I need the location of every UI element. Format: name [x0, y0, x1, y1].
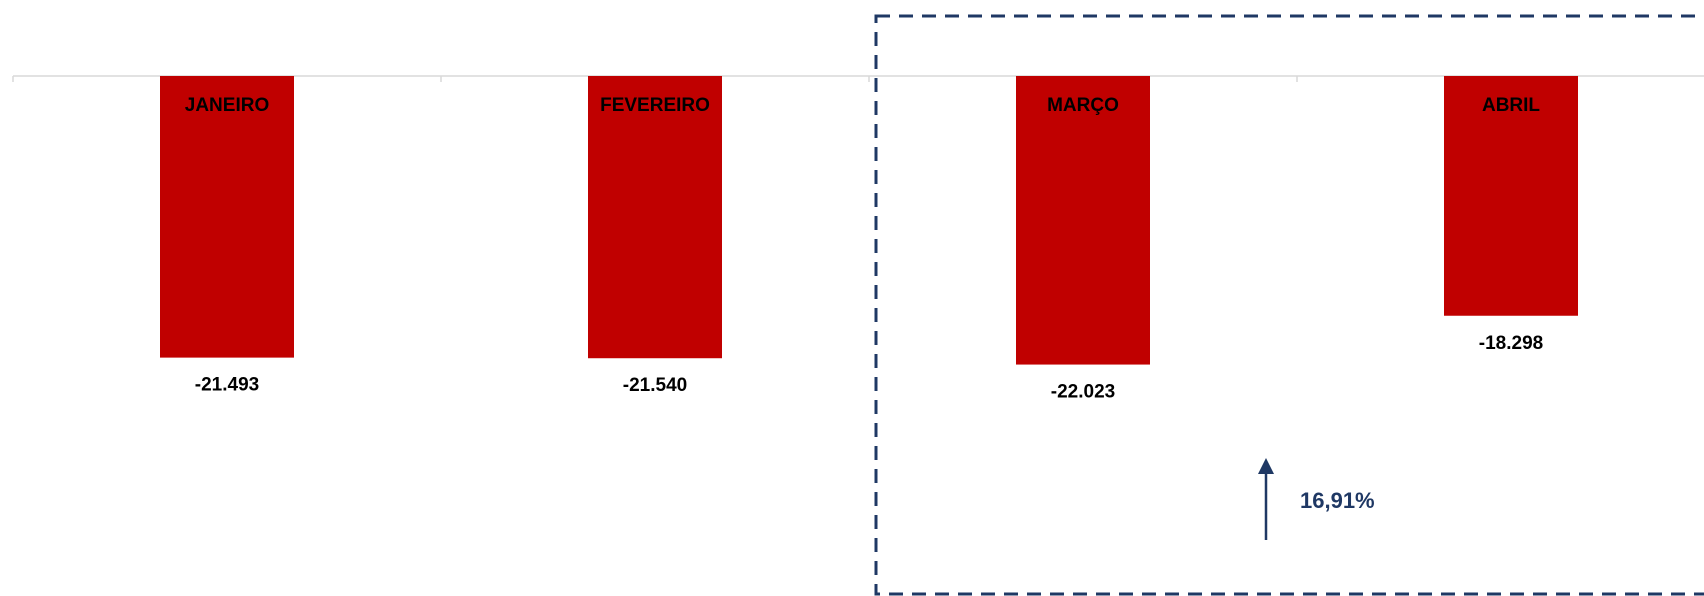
value-label: -21.493 [195, 375, 259, 396]
bar [588, 76, 722, 359]
value-label: -22.023 [1051, 382, 1115, 403]
bar [160, 76, 294, 358]
highlight-box [874, 14, 1704, 596]
value-label: -21.540 [623, 375, 687, 396]
bar [1016, 76, 1150, 365]
category-label: MARÇO [1047, 95, 1119, 116]
annotation: 16,91% [1300, 488, 1375, 513]
arrow-head [1258, 458, 1274, 474]
category-label: FEVEREIRO [600, 95, 710, 116]
category-label: ABRIL [1482, 95, 1540, 116]
value-label: -18.298 [1479, 333, 1543, 354]
bar [1444, 76, 1578, 316]
category-label: JANEIRO [185, 95, 269, 116]
